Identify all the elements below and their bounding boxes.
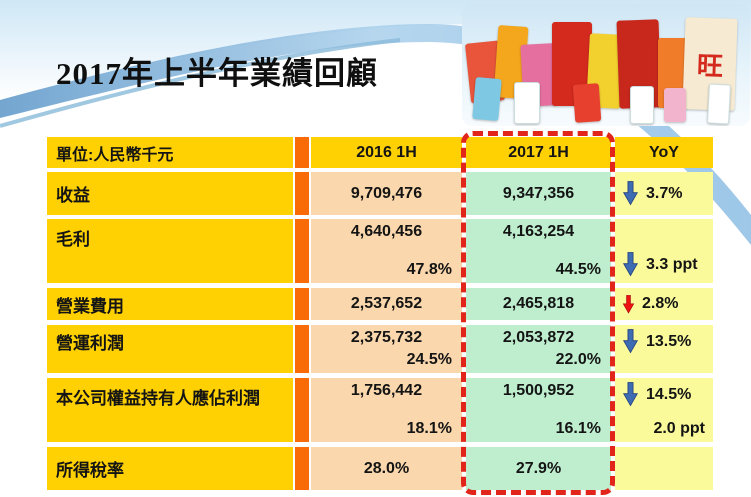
column-header-yoy: YoY — [615, 137, 713, 168]
margin-2016: 24.5% — [406, 351, 452, 368]
product-collage-image: 旺 — [462, 4, 750, 126]
column-header-2017: 2017 1H — [466, 137, 611, 168]
slide-title: 2017年上半年業績回顧 — [56, 56, 378, 91]
margin-2016: 18.1% — [406, 420, 452, 437]
value-2016: 2,537,652 — [350, 295, 423, 312]
value-2016: 1,756,442 — [350, 382, 423, 399]
cell-2016-operating-expenses: 2,537,652 — [311, 288, 462, 320]
margin-2017: 22.0% — [555, 351, 601, 368]
unit-header: 單位:人民幣千元 — [47, 137, 293, 168]
orange-stripe — [295, 137, 309, 168]
yoy-value: 3.3 ppt — [646, 255, 698, 273]
down-arrow-icon — [622, 181, 639, 206]
table-row-income-tax-rate: 所得稅率 28.0% 27.9% — [47, 447, 713, 490]
cell-2017-revenue: 9,347,356 — [466, 172, 611, 215]
cell-yoy-operating-profit: 13.5% — [615, 325, 713, 373]
orange-stripe — [295, 325, 309, 373]
orange-stripe — [295, 378, 309, 442]
brand-glyph: 旺 — [696, 50, 724, 81]
table-row-gross-profit: 毛利 4,640,456 47.8% 4,163,254 44.5% 3.3 p… — [47, 219, 713, 283]
cell-yoy-attributable-profit: 14.5% 2.0 ppt — [615, 378, 713, 442]
orange-stripe — [295, 172, 309, 215]
results-table: 單位:人民幣千元 2016 1H 2017 1H YoY 收益 9,709,47… — [47, 137, 713, 490]
cell-yoy-operating-expenses: 2.8% — [615, 288, 713, 320]
column-header-2016: 2016 1H — [311, 137, 462, 168]
down-arrow-icon — [622, 294, 635, 314]
cell-2016-revenue: 9,709,476 — [311, 172, 462, 215]
value-2016: 2,375,732 — [350, 329, 423, 346]
down-arrow-icon — [622, 329, 639, 354]
row-label-revenue: 收益 — [47, 172, 293, 215]
row-label-operating-expenses: 營業費用 — [47, 288, 293, 320]
table-row-operating-profit: 營運利潤 2,375,732 24.5% 2,053,872 22.0% 13.… — [47, 325, 713, 373]
value-2016: 28.0% — [363, 459, 410, 477]
row-label-income-tax-rate: 所得稅率 — [47, 447, 293, 490]
table-row-operating-expenses: 營業費用 2,537,652 2,465,818 2.8% — [47, 288, 713, 320]
yoy-value: 14.5% — [646, 385, 692, 403]
cell-yoy-revenue: 3.7% — [615, 172, 713, 215]
value-2017: 1,500,952 — [502, 382, 575, 399]
margin-2017: 16.1% — [555, 420, 601, 437]
yoy-ppt-value: 2.0 ppt — [653, 420, 705, 437]
yoy-value: 2.8% — [642, 295, 679, 312]
cell-2016-attributable-profit: 1,756,442 18.1% — [311, 378, 462, 442]
yoy-value: 13.5% — [646, 332, 692, 350]
cell-2017-operating-expenses: 2,465,818 — [466, 288, 611, 320]
value-2017: 2,465,818 — [502, 295, 575, 312]
cell-2016-income-tax-rate: 28.0% — [311, 447, 462, 490]
margin-2016: 47.8% — [406, 261, 452, 278]
value-2017: 27.9% — [515, 459, 562, 477]
cell-2017-operating-profit: 2,053,872 22.0% — [466, 325, 611, 373]
down-arrow-icon — [622, 382, 639, 407]
orange-stripe — [295, 288, 309, 320]
cell-yoy-income-tax-rate — [615, 447, 713, 490]
table-row-attributable-profit: 本公司權益持有人應佔利潤 1,756,442 18.1% 1,500,952 1… — [47, 378, 713, 442]
row-label-gross-profit: 毛利 — [47, 219, 293, 283]
table-row-revenue: 收益 9,709,476 9,347,356 3.7% — [47, 172, 713, 215]
cell-2017-income-tax-rate: 27.9% — [466, 447, 611, 490]
row-label-operating-profit: 營運利潤 — [47, 325, 293, 373]
down-arrow-icon — [622, 252, 639, 277]
orange-stripe — [295, 447, 309, 490]
cell-2017-attributable-profit: 1,500,952 16.1% — [466, 378, 611, 442]
row-label-attributable-profit: 本公司權益持有人應佔利潤 — [47, 378, 293, 442]
value-2016: 4,640,456 — [350, 223, 423, 240]
cell-2017-gross-profit: 4,163,254 44.5% — [466, 219, 611, 283]
table-header-row: 單位:人民幣千元 2016 1H 2017 1H YoY — [47, 137, 713, 168]
orange-stripe — [295, 219, 309, 283]
cell-2016-gross-profit: 4,640,456 47.8% — [311, 219, 462, 283]
value-2017: 4,163,254 — [502, 223, 575, 240]
cell-yoy-gross-profit: 3.3 ppt — [615, 219, 713, 283]
cell-2016-operating-profit: 2,375,732 24.5% — [311, 325, 462, 373]
value-2016: 9,709,476 — [350, 184, 423, 202]
value-2017: 9,347,356 — [502, 184, 575, 202]
value-2017: 2,053,872 — [502, 329, 575, 346]
yoy-value: 3.7% — [646, 184, 683, 202]
margin-2017: 44.5% — [555, 261, 601, 278]
